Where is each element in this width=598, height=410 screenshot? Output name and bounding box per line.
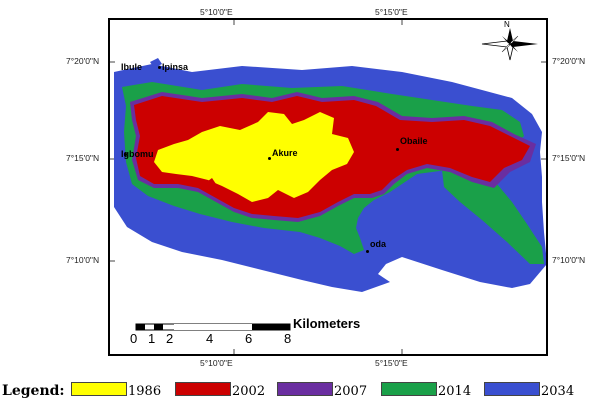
place-label-akure: Akure [272, 148, 298, 158]
land-cover-map [110, 20, 546, 354]
zone-2034-islet [150, 58, 162, 68]
legend-swatch-2002 [175, 382, 231, 396]
place-marker-igbomu [124, 153, 127, 156]
place-marker-akure [268, 157, 271, 160]
legend-label-2014: 2014 [438, 384, 472, 399]
north-arrow-label: N [504, 20, 510, 29]
legend-label-2034: 2034 [541, 384, 575, 399]
place-label-obaile: Obaile [400, 136, 428, 146]
lon-label-bottom-1: 5°10'0"E [200, 358, 233, 368]
map-frame [108, 18, 548, 356]
legend-title: Legend: [2, 383, 65, 399]
legend-label-2002: 2002 [232, 384, 266, 399]
scale-tick-6: 6 [245, 331, 253, 346]
legend-swatch-2034 [484, 382, 540, 396]
place-marker-obaile [396, 148, 399, 151]
scale-tick-0: 0 [130, 331, 138, 346]
place-label-ibule: Ibule [121, 62, 143, 72]
place-marker-ipinsa [158, 66, 161, 69]
place-label-ipinsa: Ipinsa [162, 62, 189, 72]
zone-1986-inner-red-patch [204, 178, 216, 190]
lat-label-right-1: 7°20'0"N [552, 56, 586, 66]
scale-tick-2: 2 [166, 331, 174, 346]
legend-label-1986: 1986 [128, 384, 162, 399]
legend-swatch-2007 [277, 382, 333, 396]
zone-2014-south-east [442, 170, 544, 264]
lon-label-top-2: 5°15'0"E [375, 7, 408, 17]
legend-label-2007: 2007 [334, 384, 368, 399]
lat-label-right-3: 7°10'0"N [552, 255, 586, 265]
north-arrow [481, 28, 538, 61]
place-label-igbomu: Igbomu [121, 149, 154, 159]
lon-label-bottom-2: 5°15'0"E [375, 358, 408, 368]
legend: Legend: 1986 2002 2007 2014 2034 [0, 381, 598, 403]
lat-label-left-2: 7°15'0"N [66, 153, 100, 163]
scale-tick-8: 8 [284, 331, 292, 346]
legend-swatch-1986 [71, 382, 127, 396]
lat-label-right-2: 7°15'0"N [552, 153, 586, 163]
scale-bar [135, 323, 291, 331]
scale-tick-4: 4 [206, 331, 214, 346]
scale-tick-1: 1 [148, 331, 156, 346]
legend-swatch-2014 [381, 382, 437, 396]
place-marker-oda [366, 250, 369, 253]
place-label-oda: oda [370, 239, 387, 249]
lon-label-top-1: 5°10'0"E [200, 7, 233, 17]
lat-label-left-1: 7°20'0"N [66, 56, 100, 66]
lat-label-left-3: 7°10'0"N [66, 255, 100, 265]
scale-bar-unit-label: Kilometers [293, 316, 361, 331]
zone-1986 [154, 112, 354, 202]
